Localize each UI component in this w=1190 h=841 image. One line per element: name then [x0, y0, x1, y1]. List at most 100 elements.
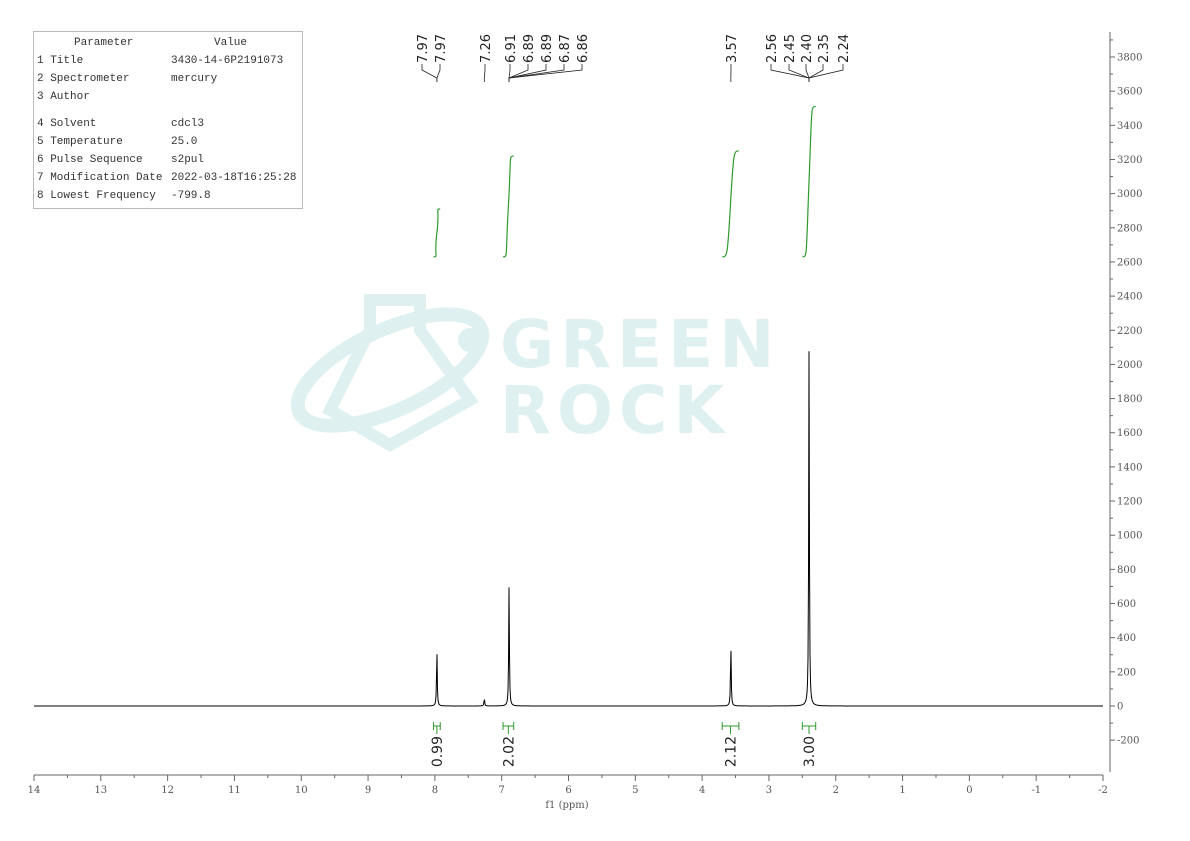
peak-label: 3.57 — [725, 34, 740, 63]
peak-label-leader — [808, 64, 824, 82]
peak-label: 6.89 — [522, 34, 537, 63]
param-name: 8 Lowest Frequency — [37, 190, 156, 202]
peak-label-leader — [436, 64, 441, 82]
peak-label-leader — [421, 64, 438, 82]
peak-label: 2.35 — [817, 34, 832, 63]
param-name: 1 Title — [37, 55, 84, 67]
integral: 2.02 — [501, 155, 517, 767]
param-name: 2 Spectrometer — [37, 73, 130, 85]
y-tick-label: 3200 — [1117, 155, 1142, 166]
integral: 2.12 — [721, 150, 740, 767]
peak-label: 7.26 — [479, 34, 494, 63]
param-value: -799.8 — [171, 190, 211, 202]
watermark-dot — [458, 328, 482, 352]
peak-label-leader — [770, 64, 810, 82]
x-tick-label: 2 — [833, 785, 839, 796]
y-tick-label: 1200 — [1117, 497, 1142, 508]
y-tick-label: 0 — [1117, 702, 1123, 713]
param-name: 3 Author — [37, 91, 90, 103]
integral-bracket — [721, 722, 740, 734]
x-tick-label: -1 — [1031, 785, 1041, 796]
y-tick-label: 1400 — [1117, 462, 1142, 473]
integral-value: 2.12 — [724, 736, 740, 767]
integral-curve — [722, 150, 739, 258]
param-value: 3430-14-6P2191073 — [171, 55, 284, 67]
watermark-text-rock: ROCK — [500, 372, 731, 449]
param-value: s2pul — [171, 154, 205, 166]
integral-bracket — [502, 722, 515, 734]
peak-label: 2.45 — [783, 34, 798, 63]
x-tick-label: -2 — [1098, 785, 1108, 796]
peak-label-leader — [808, 64, 844, 82]
x-tick-label: 4 — [699, 785, 705, 796]
peak-label: 7.97 — [434, 34, 449, 63]
y-tick-label: 2800 — [1117, 223, 1142, 234]
x-tick-label: 5 — [632, 785, 638, 796]
peak-label: 7.97 — [416, 34, 431, 63]
peak-label: 6.89 — [540, 34, 555, 63]
peak-label: 6.86 — [576, 34, 591, 63]
y-tick-label: 200 — [1117, 667, 1136, 678]
y-tick-label: 3800 — [1117, 53, 1142, 64]
peak-label-leader — [508, 64, 547, 82]
y-tick-label: 2000 — [1117, 360, 1142, 371]
watermark-shield — [322, 294, 479, 452]
parameter-table: Parameter Value 1 Title 3430-14-6P2191073… — [33, 31, 303, 209]
peak-label-leader — [508, 64, 529, 82]
integral-value: 3.00 — [802, 736, 818, 767]
spectrum-line — [34, 351, 1103, 707]
peak-label: 6.91 — [504, 34, 519, 63]
param-value: 2022-03-18T16:25:28 — [171, 172, 297, 184]
peak-label: 2.24 — [837, 34, 852, 63]
peak-label: 6.87 — [558, 34, 573, 63]
x-tick-label: 1 — [899, 785, 905, 796]
y-tick-label: 1000 — [1117, 531, 1142, 542]
integral-value: 0.99 — [430, 736, 446, 767]
y-tick-label: 800 — [1117, 565, 1136, 576]
integral-curve — [802, 105, 816, 258]
x-tick-label: 7 — [499, 785, 505, 796]
y-tick-label: -200 — [1117, 736, 1139, 747]
y-tick-label: 2200 — [1117, 326, 1142, 337]
green-rock-watermark: GREEN ROCK — [290, 294, 780, 452]
param-name: 7 Modification Date — [37, 172, 163, 184]
value-header: Value — [214, 37, 248, 49]
y-tick-label: 400 — [1117, 633, 1136, 644]
x-axis-label: f1 (ppm) — [545, 800, 588, 811]
integral-bracket — [433, 722, 441, 734]
x-tick-label: 9 — [365, 785, 371, 796]
x-tick-label: 14 — [28, 785, 41, 796]
integral: 3.00 — [801, 105, 818, 767]
integral-curve — [503, 155, 514, 258]
y-tick-label: 3600 — [1117, 87, 1142, 98]
peak-label: 2.56 — [765, 34, 780, 63]
watermark-text-green: GREEN — [500, 306, 780, 383]
x-tick-label: 0 — [966, 785, 972, 796]
y-tick-label: 1600 — [1117, 428, 1142, 439]
y-tick-label: 1800 — [1117, 394, 1142, 405]
peak-label: 2.40 — [800, 34, 815, 63]
integral: 0.99 — [430, 208, 446, 767]
x-tick-label: 12 — [161, 785, 174, 796]
y-tick-label: 3400 — [1117, 121, 1142, 132]
param-name: 4 Solvent — [37, 118, 97, 130]
param-value: 25.0 — [171, 136, 198, 148]
y-tick-label: 600 — [1117, 599, 1136, 610]
peak-label-leader — [508, 64, 583, 82]
y-tick-label: 2400 — [1117, 292, 1142, 303]
x-tick-label: 3 — [766, 785, 772, 796]
y-tick-label: 2600 — [1117, 257, 1142, 268]
param-name: 6 Pulse Sequence — [37, 154, 143, 166]
param-name: 5 Temperature — [37, 136, 123, 148]
integral-curve — [433, 208, 441, 258]
x-tick-label: 11 — [228, 785, 241, 796]
integral-bracket — [801, 722, 817, 734]
integral-value: 2.02 — [501, 736, 517, 767]
param-value: cdcl3 — [171, 118, 205, 130]
x-tick-label: 8 — [432, 785, 438, 796]
x-tick-label: 6 — [565, 785, 571, 796]
peak-label-leader — [483, 64, 486, 82]
x-tick-label: 10 — [295, 785, 308, 796]
x-tick-label: 13 — [94, 785, 107, 796]
param-value: mercury — [171, 73, 218, 85]
